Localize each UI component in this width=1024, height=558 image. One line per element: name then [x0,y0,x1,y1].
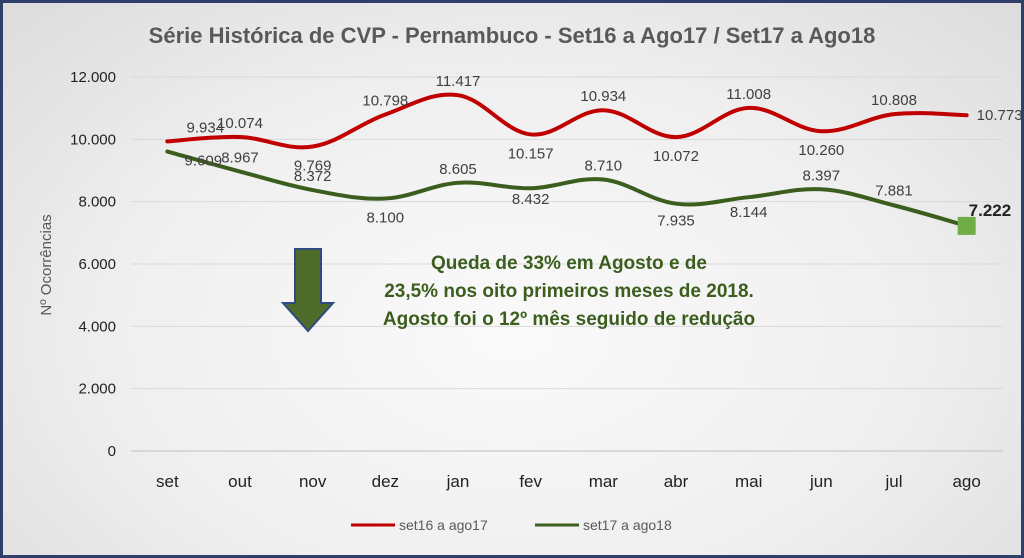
data-label-series-2: 8.372 [294,168,332,185]
annotation-line-1: Queda de 33% em Agosto e de [431,253,707,274]
x-tick-label: out [228,472,252,491]
chart: Série Histórica de CVP - Pernambuco - Se… [38,23,1021,533]
legend-label-series-2: set17 a ago18 [583,517,672,533]
data-label-series-1: 10.808 [871,92,917,109]
y-tick-label: 10.000 [70,131,116,148]
data-label-series-1: 9.934 [187,119,225,136]
x-tick-label: jul [884,472,902,491]
y-tick-label: 4.000 [78,318,116,335]
series-lines [165,92,976,235]
x-tick-label: mai [735,472,762,491]
series-line-1 [165,92,969,150]
data-label-series-2: 8.144 [730,204,768,221]
down-arrow-icon [280,248,336,333]
arrow-shape [280,248,336,333]
x-tick-label: jun [809,472,833,491]
x-tick-label: nov [299,472,327,491]
data-label-series-1: 9.769 [294,158,332,175]
data-label-series-2: 7.935 [657,213,695,230]
data-label-series-2: 7.881 [875,182,913,199]
x-axis-ticks: set out nov dez jan fev mar abr mai jun jul ago [156,472,981,491]
y-tick-label: 0 [108,443,116,460]
data-label-series-1: 11.417 [436,73,481,90]
y-tick-label: 8.000 [78,194,116,211]
end-point-marker [957,216,976,235]
data-label-series-1: 10.934 [580,88,626,105]
legend-label-series-1: set16 a ago17 [399,517,488,533]
annotation-line-2: 23,5% nos oito primeiros meses de 2018. [384,281,754,302]
data-label-series-2: 8.397 [803,167,841,184]
data-label-series-2: 8.100 [367,210,405,227]
chart-title: Série Histórica de CVP - Pernambuco - Se… [149,23,876,48]
annotation: Queda de 33% em Agosto e de 23,5% nos oi… [383,253,755,330]
y-axis-label: Nº Ocorrências [38,214,55,315]
x-tick-label: set [156,472,179,491]
y-tick-label: 6.000 [78,256,116,273]
data-label-series-1: 10.260 [798,142,844,159]
data-label-series-1: 10.072 [653,148,699,165]
data-label-series-1: 10.074 [217,115,263,132]
x-tick-label: mar [589,472,619,491]
series-line-2 [165,149,969,228]
x-tick-label: fev [519,472,542,491]
data-label-series-1: 10.798 [362,92,408,109]
y-tick-label: 2.000 [78,381,116,398]
annotation-line-3: Agosto foi o 12º mês seguido de redução [383,309,755,330]
data-label-series-1: 11.008 [726,86,771,103]
y-axis-ticks: 0 2.000 4.000 6.000 8.000 10.000 12.000 [70,69,116,460]
legend: set16 a ago17 set17 a ago18 [351,517,672,533]
data-label-series-2: 7.222 [969,201,1012,220]
data-label-series-2: 8.967 [221,150,259,167]
data-label-series-2: 8.605 [439,161,477,178]
x-tick-label: ago [952,472,980,491]
x-tick-label: dez [372,472,399,491]
data-label-series-2: 8.710 [585,158,623,175]
data-label-series-2: 9.609 [185,153,223,170]
grid [131,76,1003,452]
data-label-series-1: 10.773 [977,107,1021,124]
x-tick-label: abr [664,472,689,491]
y-tick-label: 12.000 [70,69,116,86]
data-label-series-1: 10.157 [508,145,554,162]
data-label-series-2: 8.432 [512,191,550,208]
x-tick-label: jan [446,472,470,491]
